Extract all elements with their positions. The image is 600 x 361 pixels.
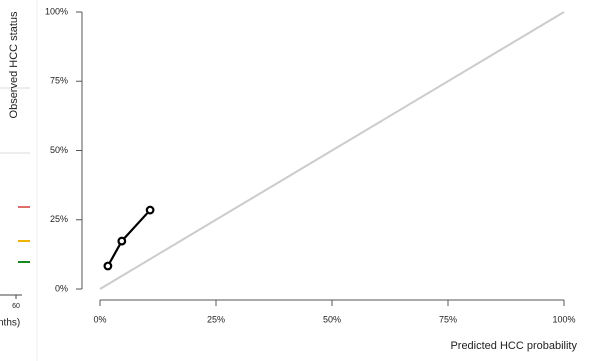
axis-title-fragment: nths) bbox=[0, 318, 20, 329]
calibration-line bbox=[106, 209, 151, 267]
y-tick-label: 100% bbox=[45, 6, 68, 16]
x-tick-label: 0% bbox=[93, 314, 106, 324]
partial-panel: 60 nths) bbox=[0, 0, 38, 361]
y-axis-title: Observed HCC status bbox=[8, 11, 20, 118]
reference-line bbox=[99, 11, 565, 290]
point bbox=[145, 205, 155, 215]
y-tick-label: 50% bbox=[50, 145, 68, 155]
x-tick-label: 75% bbox=[439, 314, 457, 324]
tick-label: 60 bbox=[12, 303, 20, 310]
x-tick-label: 25% bbox=[207, 314, 225, 324]
y-tick-label: 0% bbox=[55, 283, 68, 293]
y-tick-label: 25% bbox=[50, 214, 68, 224]
x-tick-label: 50% bbox=[323, 314, 341, 324]
point bbox=[117, 236, 127, 246]
point bbox=[103, 261, 113, 271]
x-axis-title: Predicted HCC probability bbox=[450, 340, 577, 352]
y-tick-label: 75% bbox=[50, 76, 68, 86]
x-tick-label: 100% bbox=[552, 314, 575, 324]
